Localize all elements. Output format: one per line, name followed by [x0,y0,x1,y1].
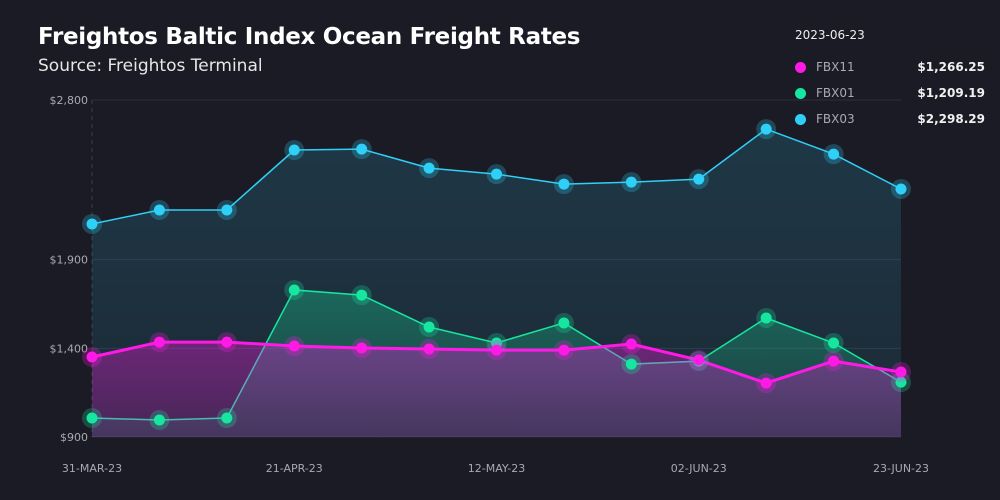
legend-name: FBX11 [816,60,855,74]
data-point-fbx11 [423,343,435,355]
data-point-fbx03 [86,218,98,230]
series-dot-icon [795,87,806,99]
data-point-fbx11 [288,340,300,352]
legend-date: 2023-06-23 [795,28,865,42]
data-point-fbx01 [288,284,300,296]
data-point-fbx03 [760,123,772,135]
y-tick-label: $900 [60,431,88,444]
x-tick-label: 12-MAY-23 [468,462,526,475]
legend-name: FBX01 [816,86,855,100]
legend-item-fbx01[interactable]: FBX01 $1,209.19 [795,80,985,106]
data-point-fbx03 [288,144,300,156]
data-point-fbx11 [558,344,570,356]
legend-name: FBX03 [816,112,855,126]
x-tick-label: 02-JUN-23 [671,462,727,475]
data-point-fbx01 [86,412,98,424]
data-point-fbx01 [625,358,637,370]
y-tick-label: $2,800 [50,94,89,107]
data-point-fbx03 [828,148,840,160]
legend-value: $1,209.19 [917,86,985,100]
data-point-fbx03 [895,183,907,195]
data-point-fbx11 [356,342,368,354]
legend-value: $2,298.29 [917,112,985,126]
chart-subtitle: Source: Freightos Terminal [38,56,263,76]
x-tick-label: 21-APR-23 [266,462,323,475]
data-point-fbx01 [760,312,772,324]
legend-item-fbx11[interactable]: FBX11 $1,266.25 [795,54,985,80]
data-point-fbx11 [153,336,165,348]
data-point-fbx03 [423,162,435,174]
data-point-fbx03 [693,173,705,185]
data-point-fbx01 [423,321,435,333]
data-point-fbx11 [828,355,840,367]
data-point-fbx03 [625,176,637,188]
data-point-fbx11 [86,351,98,363]
data-point-fbx01 [153,414,165,426]
data-point-fbx01 [356,289,368,301]
data-point-fbx03 [491,168,502,180]
y-tick-label: $1,400 [50,342,89,355]
legend-value: $1,266.25 [917,60,985,74]
data-point-fbx11 [693,354,705,366]
data-point-fbx11 [625,338,637,350]
series-dot-icon [795,61,806,73]
data-point-fbx01 [221,412,233,424]
chart-title: Freightos Baltic Index Ocean Freight Rat… [38,24,581,50]
data-point-fbx01 [828,337,840,349]
legend-item-fbx03[interactable]: FBX03 $2,298.29 [795,106,985,132]
data-point-fbx03 [221,204,233,216]
legend: 2023-06-23 FBX11 $1,266.25 FBX01 $1,209.… [795,28,985,132]
data-point-fbx01 [558,317,570,329]
data-point-fbx01 [895,376,907,388]
x-tick-label: 31-MAR-23 [62,462,122,475]
y-tick-label: $1,900 [50,254,89,267]
data-point-fbx11 [221,336,233,348]
data-point-fbx11 [491,344,502,356]
data-point-fbx03 [356,143,368,155]
data-point-fbx03 [153,204,165,216]
data-point-fbx03 [558,178,570,190]
series-dot-icon [795,113,806,125]
x-tick-label: 23-JUN-23 [873,462,929,475]
data-point-fbx11 [895,366,907,378]
data-point-fbx11 [760,377,772,389]
